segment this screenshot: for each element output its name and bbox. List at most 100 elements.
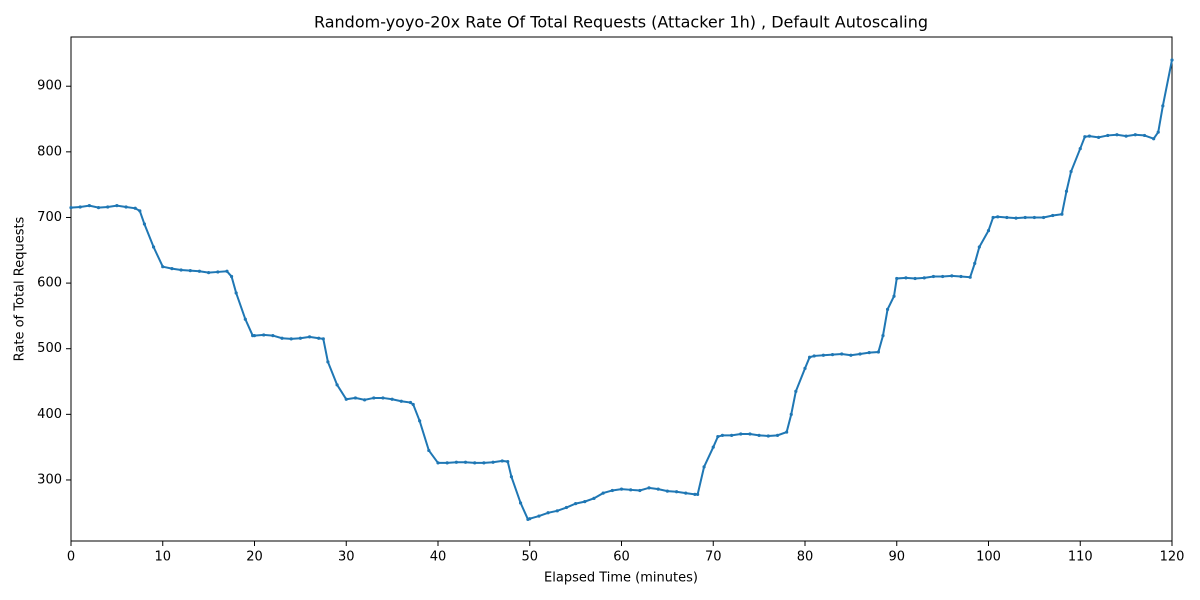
point [482,461,486,465]
point [115,204,119,208]
point [528,517,532,521]
point [766,434,770,438]
point [702,465,706,469]
point [289,337,293,341]
point [629,488,633,492]
point [252,333,257,338]
point [973,261,977,266]
x-tick-label: 0 [67,550,75,565]
point [307,335,312,339]
point [876,350,881,354]
y-tick-label: 500 [37,341,62,356]
point [941,274,945,279]
point [188,269,192,273]
point [262,333,266,337]
point [693,492,697,497]
point [491,460,495,464]
point [243,317,247,321]
point [821,353,825,357]
point [216,270,220,274]
point [179,268,183,272]
point [996,215,1000,219]
point [716,435,720,439]
point [1051,213,1055,218]
point [986,228,991,233]
point [885,307,890,311]
x-axis-label: Elapsed Time (minutes) [544,571,698,586]
point [1014,216,1018,220]
point [229,274,234,279]
point [592,496,596,500]
x-tick-label: 10 [154,550,171,565]
y-tick-label: 600 [37,276,62,291]
point [913,276,917,281]
x-tick-label: 40 [430,550,447,565]
x-tick-label: 50 [521,550,538,565]
point [506,459,510,464]
point [500,459,504,463]
point [711,445,715,449]
point [881,333,885,338]
point [408,400,413,405]
x-tick-label: 80 [797,550,814,565]
point [363,398,367,402]
point [326,360,330,364]
point [207,270,211,275]
point [1124,134,1128,138]
point [427,448,431,453]
point [794,389,798,393]
point [619,487,624,491]
point [968,275,972,279]
point [757,433,761,437]
point [785,430,789,434]
point [1087,134,1092,138]
point [656,487,660,491]
x-tick-label: 20 [246,550,263,565]
point [509,475,513,479]
point [454,460,458,464]
point [1097,135,1101,140]
point [858,352,862,356]
point [546,511,550,515]
x-tick-label: 100 [976,550,1001,565]
point [867,351,871,355]
point [161,265,165,269]
point [748,432,752,436]
point [647,486,651,490]
point [344,397,348,401]
point [170,267,174,271]
x-tick-label: 60 [613,550,630,565]
point [610,488,614,493]
point [789,412,793,416]
x-tick-label: 110 [1068,550,1093,565]
point [696,492,700,497]
x-tick-label: 30 [338,550,355,565]
point [225,269,229,273]
point [1005,215,1009,220]
point [803,366,807,371]
point [720,433,725,437]
y-tick-label: 300 [37,472,62,487]
point [321,337,325,341]
y-tick-label: 400 [37,407,62,422]
point [1064,189,1069,193]
point [87,204,91,208]
point [574,501,578,506]
point [555,509,559,513]
point [445,461,449,465]
point [601,491,605,495]
y-tick-label: 800 [37,144,62,159]
point [1133,133,1137,137]
point [1069,169,1073,174]
point [463,460,468,464]
point [895,276,899,281]
point [234,291,238,295]
point [138,209,142,213]
point [1161,104,1165,108]
point [411,402,415,407]
chart-title: Random-yoyo-20x Rate Of Total Requests (… [314,13,928,32]
point [812,354,816,358]
point [298,336,302,340]
point [142,222,146,226]
